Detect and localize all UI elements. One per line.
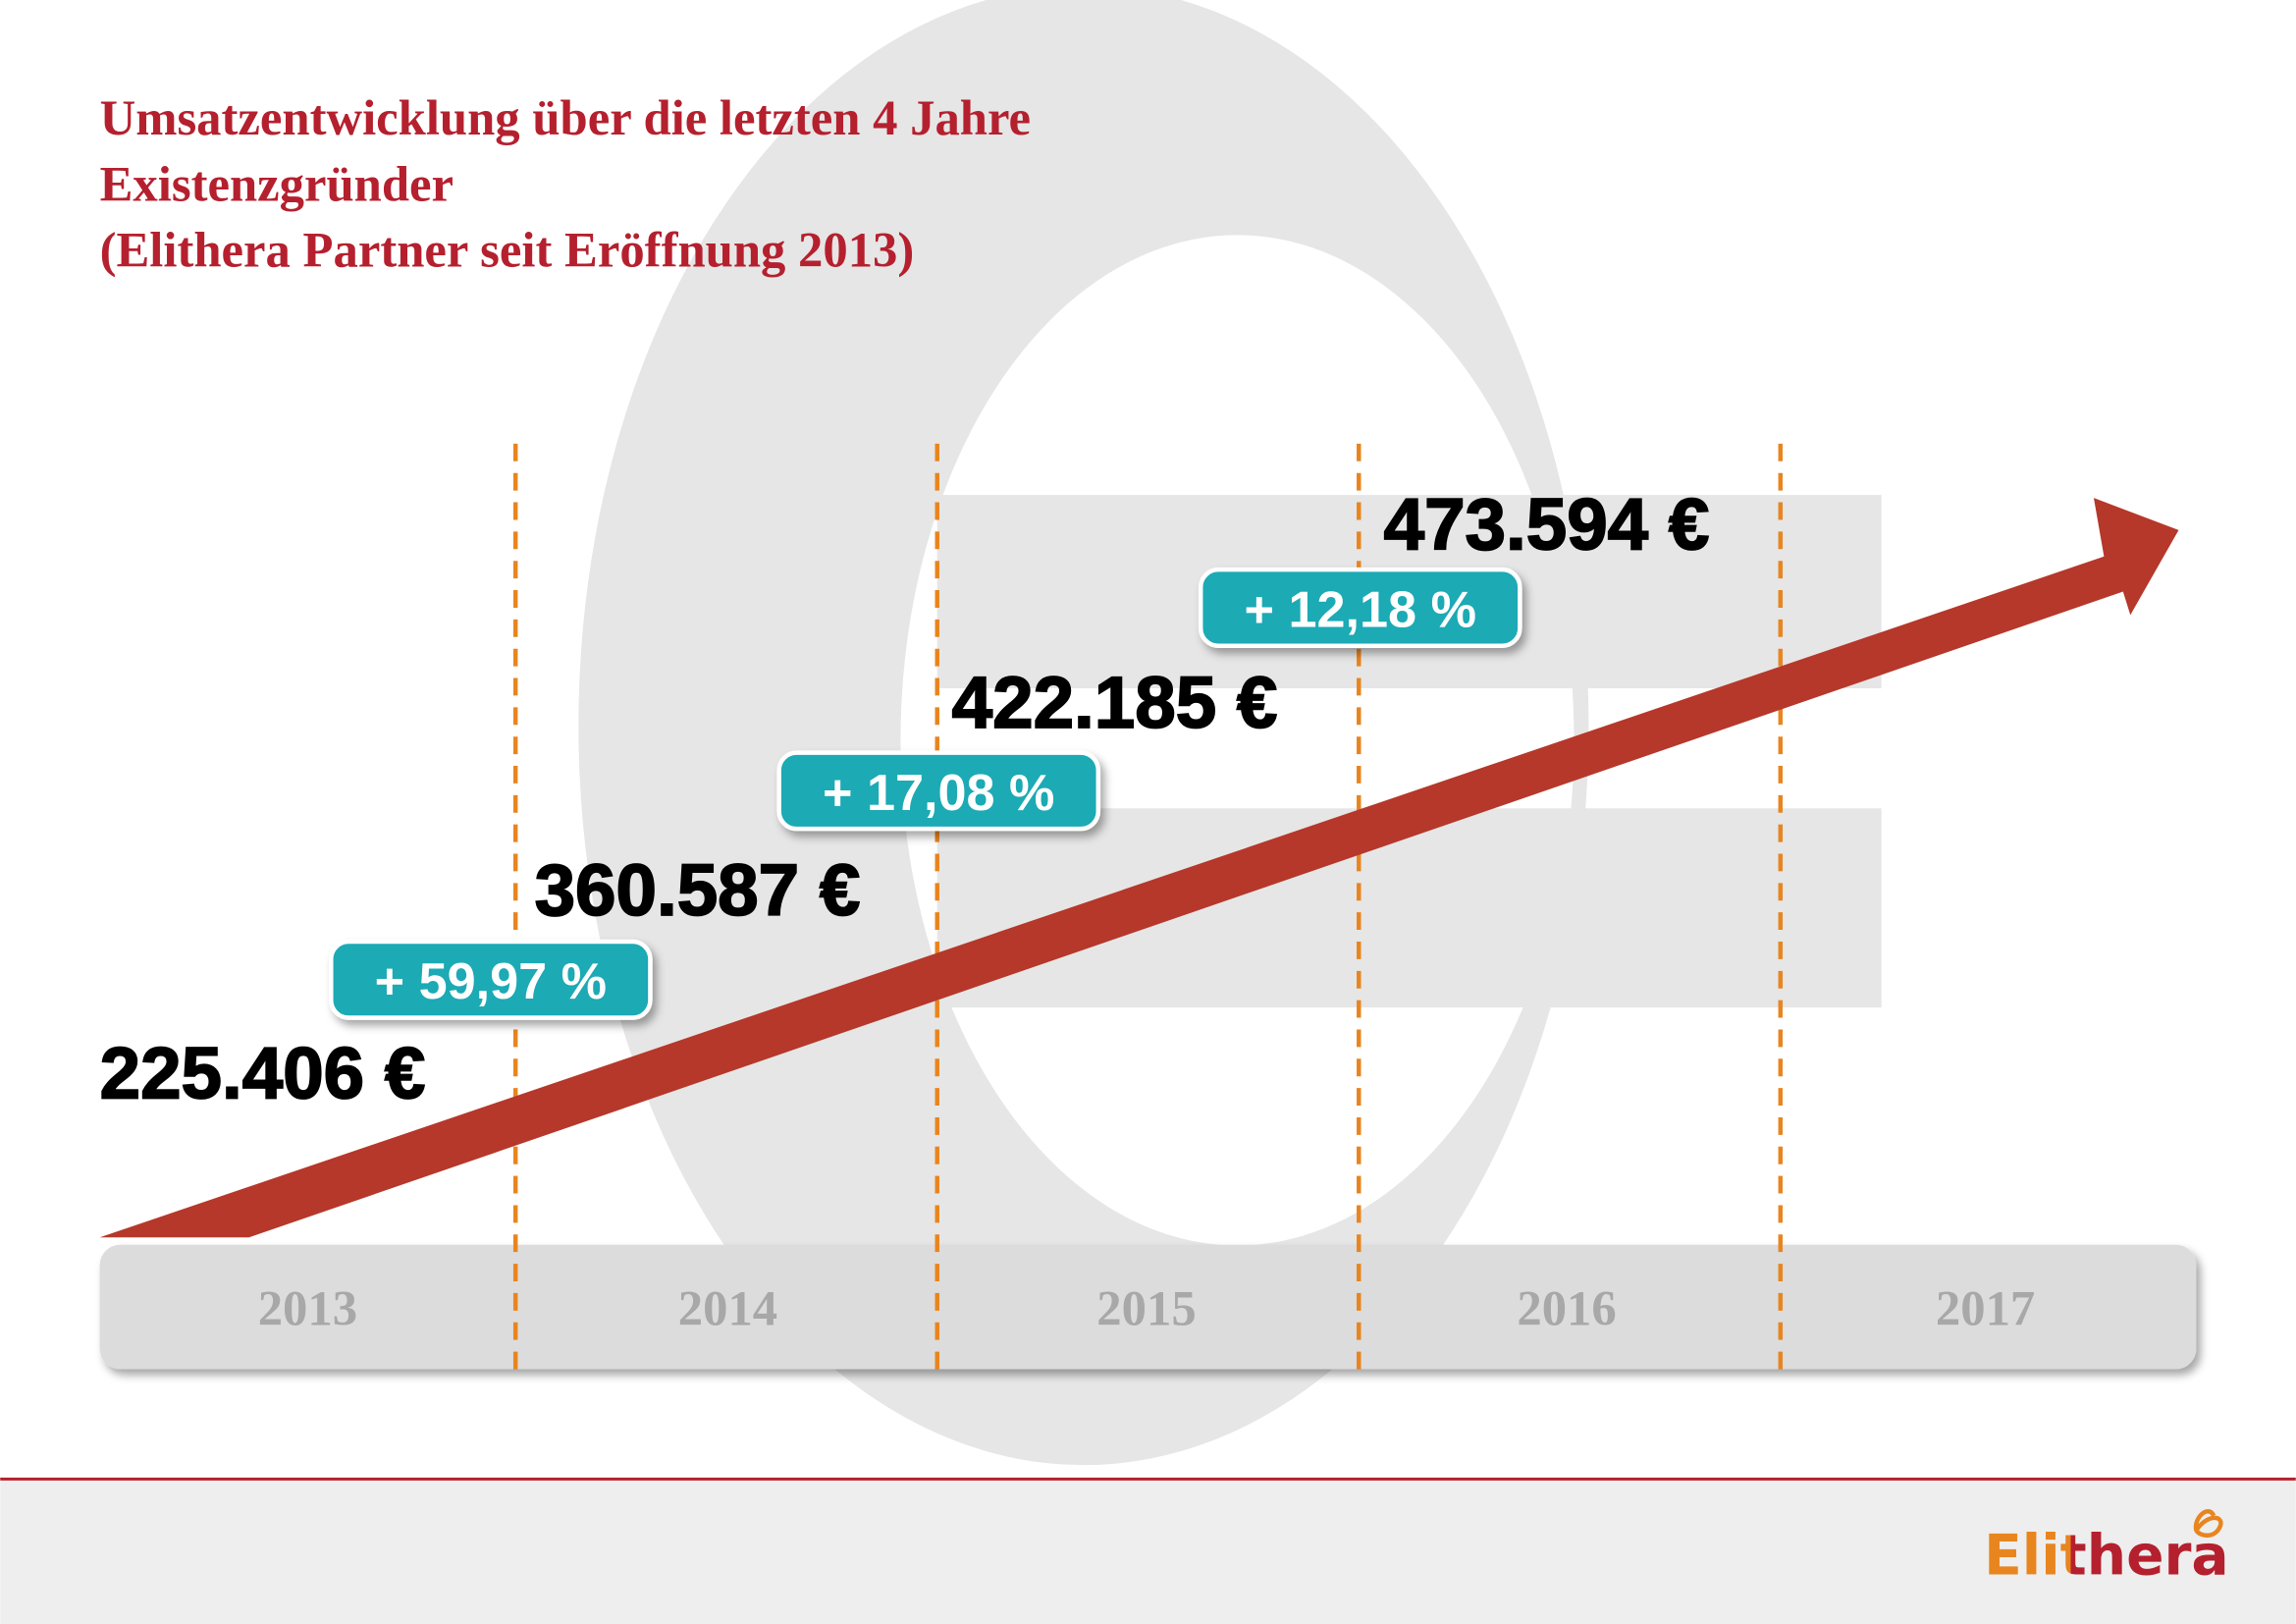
title-line: Umsatzentwicklung über die letzten 4 Jah… [100, 90, 1031, 145]
euro-cut [2086, 0, 2296, 1480]
timeline-bar [99, 1244, 2197, 1370]
revenue-label: 225.406 € [100, 1032, 426, 1114]
growth-badge [329, 939, 653, 1020]
revenue-label: 473.594 € [1384, 482, 1710, 565]
growth-badge [1198, 567, 1522, 648]
title-line: (Elithera Partner seit Eröffnung 2013) [100, 222, 915, 277]
footer [0, 1480, 2296, 1624]
growth-label: + 17,08 % [823, 765, 1054, 822]
year-label: 2013 [258, 1281, 357, 1336]
year-label: 2016 [1517, 1281, 1616, 1336]
year-label: 2015 [1096, 1281, 1196, 1336]
euro-background [578, 0, 1589, 1466]
growth-label: + 59,97 % [375, 953, 607, 1010]
year-label: 2014 [678, 1281, 777, 1336]
revenue-label: 422.185 € [952, 661, 1278, 743]
title-line: Existenzgründer [100, 156, 454, 211]
logo: Elithera [1984, 1523, 2229, 1588]
growth-badge [776, 750, 1101, 832]
logo-icon [2193, 1509, 2223, 1538]
revenue-label: 360.587 € [535, 848, 861, 931]
year-label: 2017 [1936, 1281, 2035, 1336]
growth-label: + 12,18 % [1245, 581, 1476, 638]
